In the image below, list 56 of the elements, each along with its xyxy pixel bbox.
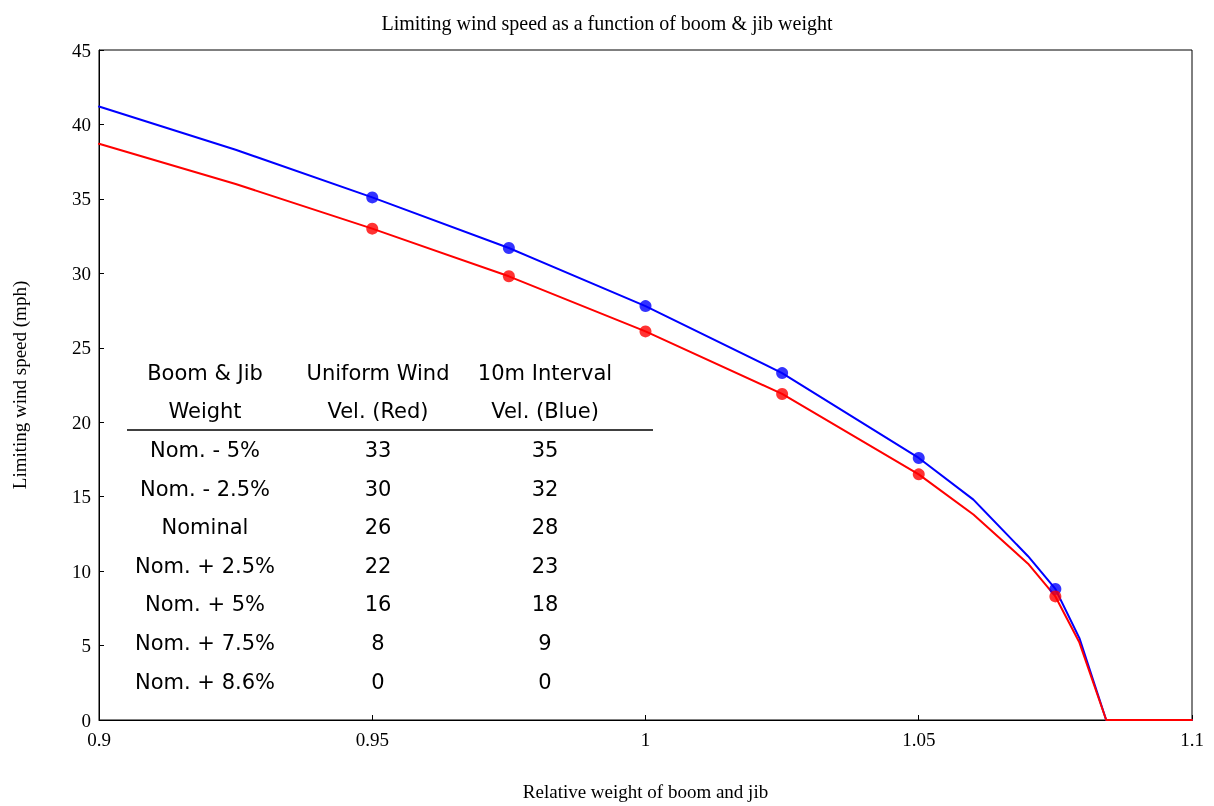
annotation: Nom. - 2.5% (140, 477, 270, 501)
y-tick-label: 0 (81, 709, 91, 731)
y-tick-label: 25 (72, 337, 91, 359)
annotation: 32 (531, 477, 559, 501)
point (502, 242, 515, 255)
annotation: 30 (364, 477, 392, 501)
annotation: Vel. (Red) (327, 399, 429, 423)
annotation: 28 (531, 515, 559, 539)
point (639, 300, 652, 313)
y-tick-label: 15 (72, 486, 91, 508)
annotation: Boom & Jib (147, 361, 263, 385)
annotation: 16 (364, 592, 392, 616)
annotation: 0 (538, 670, 552, 694)
annotation: 10m Interval (477, 361, 613, 385)
point (912, 451, 925, 464)
annotation: Uniform Wind (306, 361, 450, 385)
y-tick-label: 20 (72, 411, 91, 433)
y-tick-label: 35 (72, 188, 91, 210)
x-tick-label: 0.95 (355, 729, 389, 750)
point (639, 325, 652, 338)
annotation: 18 (531, 592, 559, 616)
annotation: Nom. + 7.5% (135, 631, 275, 655)
point (912, 468, 925, 481)
annotation: Nom. - 5% (150, 438, 260, 462)
x-tick-label: 1 (640, 729, 651, 750)
annotation: 35 (531, 438, 559, 462)
x-tick-label: 1.05 (902, 729, 936, 750)
y-tick-label: 10 (72, 560, 91, 582)
x-axis-title: Relative weight of boom and jib (522, 781, 769, 802)
annotation: Vel. (Blue) (491, 399, 599, 423)
point (366, 191, 379, 204)
point (776, 387, 789, 400)
y-axis-title: Limiting wind speed (mph) (9, 280, 31, 490)
y-tick-label: 45 (72, 39, 91, 61)
chart-title: Limiting wind speed as a function of boom & jib weight (381, 12, 833, 35)
y-tick-label: 40 (72, 113, 91, 135)
annotation: Nom. + 5% (145, 592, 265, 616)
point (776, 367, 789, 380)
annotation: 8 (371, 631, 385, 655)
annotation: 9 (538, 631, 552, 655)
annotation: Weight (168, 399, 242, 423)
annotation: Nominal (161, 515, 249, 539)
annotation: Nom. + 2.5% (135, 554, 275, 578)
x-tick-label: 1.1 (1180, 729, 1204, 750)
y-tick-label: 30 (72, 262, 91, 284)
annotation: Nom. + 8.6% (135, 670, 275, 694)
y-tick-label: 5 (81, 635, 91, 657)
x-tick-label: 0.9 (87, 729, 111, 750)
annotation: 33 (364, 438, 392, 462)
annotation: 0 (371, 670, 385, 694)
annotation: 23 (531, 554, 559, 578)
point (366, 222, 379, 235)
point (1049, 590, 1062, 603)
annotation: 26 (364, 515, 392, 539)
annotation: 22 (364, 554, 392, 578)
point (502, 270, 515, 283)
